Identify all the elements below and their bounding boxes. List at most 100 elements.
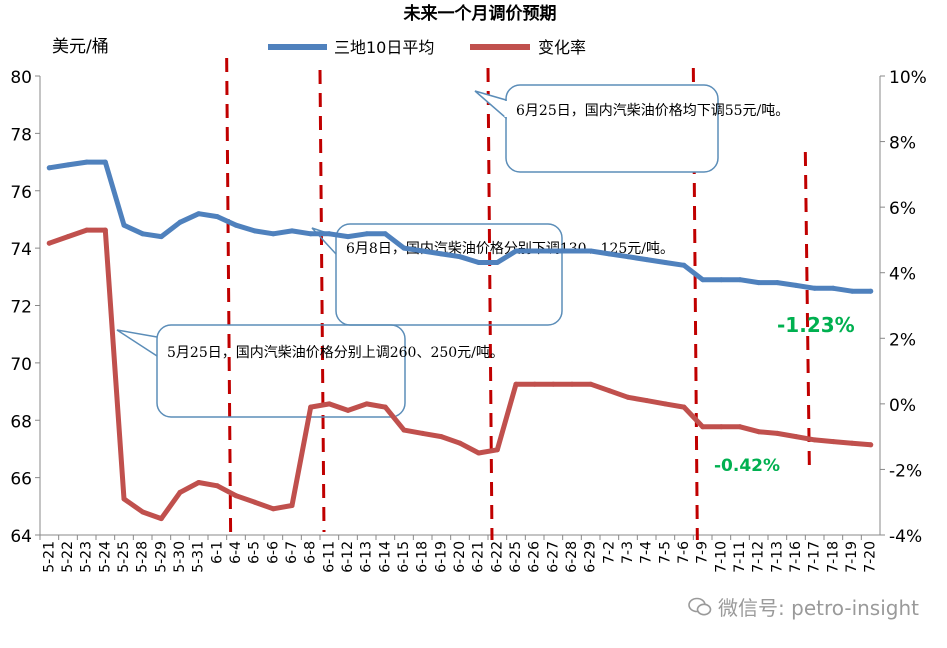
point-blue	[513, 248, 519, 254]
point-red	[84, 227, 90, 233]
point-red	[326, 401, 332, 407]
dashed-marker-line	[486, 67, 494, 541]
x-tick-label: 6-18	[415, 541, 431, 573]
callout-3: 5月25日，国内汽柴油价格分别上调260、250元/吨。	[116, 324, 504, 418]
x-tick-label: 5-25	[116, 541, 132, 573]
x-tick-label: 7-3	[620, 541, 636, 564]
y-left-tick-label: 66	[10, 470, 32, 490]
point-blue	[644, 257, 650, 263]
left-axis-unit: 美元/桶	[52, 37, 109, 57]
y-right-tick-label: 10%	[889, 68, 927, 88]
point-blue	[830, 285, 836, 291]
point-blue	[625, 254, 631, 260]
y-left-tick-label: 78	[10, 125, 32, 145]
point-red	[457, 440, 463, 446]
y-right-tick-label: 6%	[889, 199, 916, 219]
callout-1-pointer	[474, 90, 507, 120]
y-right-tick-label: 4%	[889, 265, 916, 285]
point-blue	[289, 228, 295, 234]
point-red	[532, 381, 538, 387]
x-tick-label: 7-6	[676, 541, 692, 564]
point-red	[121, 496, 127, 502]
x-tick-label: 6-29	[583, 541, 599, 573]
x-tick-label: 6-28	[564, 541, 580, 573]
point-red	[494, 447, 500, 453]
point-blue	[662, 260, 668, 265]
point-red	[812, 437, 818, 443]
point-red	[830, 439, 836, 445]
y-left-tick-label: 76	[10, 183, 32, 203]
y-left-tick-label: 64	[10, 527, 32, 547]
y-left-tick-label: 70	[10, 355, 32, 375]
point-blue	[550, 248, 556, 254]
x-tick-label: 7-19	[844, 541, 860, 573]
point-red	[252, 499, 258, 505]
annotation-left: -0.42%	[714, 456, 780, 476]
y-right-tick-label: 8%	[889, 134, 916, 154]
point-red	[681, 404, 687, 410]
point-red	[438, 434, 444, 440]
point-blue	[252, 228, 258, 234]
point-red	[774, 430, 780, 436]
point-blue	[737, 277, 743, 283]
y-left-tick-label: 80	[10, 68, 32, 88]
x-tick-label: 6-5	[247, 541, 263, 564]
x-tick-label: 6-25	[508, 541, 524, 573]
x-tick-label: 6-1	[209, 541, 225, 564]
point-red	[401, 427, 407, 433]
x-tick-label: 7-20	[863, 541, 879, 573]
point-red	[606, 388, 612, 394]
point-blue	[476, 260, 482, 265]
x-tick-label: 6-13	[359, 541, 375, 573]
point-blue	[606, 251, 612, 257]
point-red	[289, 503, 295, 508]
callout-3-box	[156, 324, 406, 418]
point-blue	[382, 231, 388, 237]
point-blue	[158, 234, 164, 240]
axes: 64 66 68 70 72 74 76 78 80 -4% -2% 0% 2% 4% 6% 8% 10% 5-2…	[10, 68, 926, 573]
point-red	[700, 424, 706, 430]
point-red	[868, 442, 874, 448]
callout-1: 6月25日，国内汽柴油价格均下调55元/吨。	[474, 84, 789, 173]
point-blue	[326, 231, 332, 237]
callout-2-box	[335, 223, 563, 326]
point-blue	[774, 280, 780, 286]
point-red	[756, 429, 762, 435]
x-tick-label: 6-26	[527, 541, 543, 573]
point-blue	[681, 262, 687, 268]
y-right-tick-label: -4%	[889, 527, 922, 547]
x-tick-label: 6-14	[377, 541, 393, 573]
point-blue	[868, 288, 874, 294]
x-tick-label: 5-22	[60, 541, 76, 573]
x-tick-label: 7-4	[639, 541, 655, 564]
point-red	[177, 489, 183, 495]
x-tick-label: 7-18	[825, 541, 841, 573]
watermark: 微信号: petro-insight	[688, 592, 919, 621]
y-right-tick-label: 0%	[889, 396, 916, 416]
x-tick-label: 5-21	[41, 541, 57, 573]
point-blue	[420, 248, 426, 254]
x-tick-label: 6-8	[303, 541, 319, 564]
point-blue	[233, 222, 239, 228]
x-tick-label: 6-20	[452, 541, 468, 573]
y-left-tick-label: 72	[10, 298, 32, 318]
x-tick-label: 7-13	[769, 541, 785, 573]
callout-1-box	[505, 84, 719, 173]
point-blue	[718, 277, 724, 283]
point-blue	[364, 231, 370, 237]
x-tick-label: 5-28	[135, 541, 151, 573]
point-blue	[214, 214, 220, 220]
point-red	[550, 381, 556, 387]
point-blue	[849, 288, 855, 294]
dashed-marker-line	[225, 57, 233, 541]
point-red	[65, 234, 71, 240]
annotation-right: -1.23%	[777, 313, 855, 337]
series-line-blue	[46, 159, 874, 294]
point-blue	[793, 282, 799, 288]
point-blue	[345, 234, 351, 240]
point-blue	[756, 280, 762, 286]
point-blue	[84, 159, 90, 165]
point-red	[196, 480, 202, 485]
point-blue	[494, 260, 500, 265]
